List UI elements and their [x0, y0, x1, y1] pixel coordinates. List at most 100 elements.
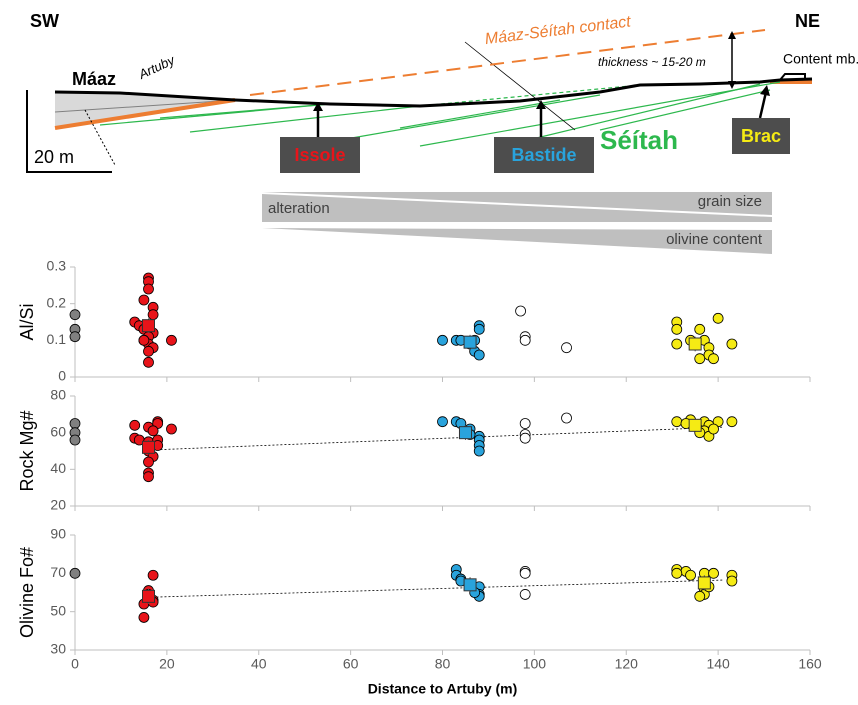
arrow-head — [728, 31, 736, 39]
point — [166, 334, 177, 346]
y-tick-label: 40 — [50, 460, 66, 476]
point — [671, 567, 683, 579]
point — [138, 612, 150, 623]
mean-marker — [458, 426, 472, 440]
alteration-label: alteration — [268, 200, 330, 217]
bastide-label: Bastide — [511, 145, 576, 165]
point — [726, 416, 738, 428]
point — [671, 416, 683, 428]
artuby-label: Artuby — [135, 52, 178, 83]
x-tick-label: 0 — [71, 656, 79, 672]
mean-marker — [688, 337, 702, 351]
mean-marker — [697, 576, 711, 590]
mean-marker — [142, 589, 155, 603]
fault — [464, 41, 576, 131]
y-axis-label: Al/Si — [17, 303, 37, 340]
y-tick-label: 90 — [50, 526, 66, 542]
issole-label: Issole — [294, 145, 345, 165]
point — [561, 342, 572, 354]
arrow-head — [760, 85, 770, 96]
y-tick-label: 50 — [50, 602, 66, 618]
olivine-wedge — [262, 228, 772, 254]
cross-section: SW NE 20 m Máaz Artuby Máaz-Séítah conta… — [26, 11, 858, 254]
content-label: Content mb. — [783, 51, 858, 67]
y-tick-label: 20 — [50, 497, 66, 513]
point — [69, 567, 81, 579]
mean-marker — [142, 319, 155, 333]
brac-box — [732, 118, 790, 154]
x-tick-label: 120 — [615, 656, 639, 672]
point — [143, 471, 154, 483]
point — [69, 434, 81, 446]
point — [437, 334, 448, 346]
mean-marker — [142, 440, 155, 454]
point — [519, 432, 531, 444]
y-tick-label: 0.3 — [47, 258, 67, 274]
ne-label: NE — [795, 11, 820, 31]
maaz-base — [54, 98, 236, 130]
point — [437, 416, 448, 428]
x-tick-label: 20 — [159, 656, 175, 672]
trend-line — [148, 426, 723, 451]
mean-marker — [688, 418, 702, 432]
point — [147, 309, 159, 321]
trend-line — [148, 579, 723, 598]
point — [143, 356, 154, 368]
contact-label: Máaz-Séítah contact — [484, 13, 632, 48]
surface — [54, 77, 813, 108]
point — [671, 323, 683, 335]
point — [143, 283, 154, 295]
point — [473, 323, 485, 335]
point — [473, 445, 485, 457]
point — [138, 294, 150, 306]
brac-label: Brac — [741, 126, 781, 146]
point — [561, 412, 572, 424]
x-tick-label: 60 — [343, 656, 359, 672]
point — [519, 418, 531, 429]
sw-label: SW — [30, 11, 59, 31]
y-tick-label: 30 — [50, 641, 66, 657]
point — [69, 418, 81, 429]
arrow-head — [536, 100, 546, 109]
issole-box — [280, 137, 360, 173]
point — [147, 569, 159, 581]
point — [726, 575, 738, 587]
x-tick-label: 40 — [251, 656, 267, 672]
thickness-label: thickness ~ 15-20 m — [598, 55, 706, 69]
y-tick-label: 60 — [50, 423, 66, 439]
x-tick-label: 160 — [798, 656, 822, 672]
point — [671, 338, 683, 350]
arrow-head — [728, 81, 736, 89]
point — [712, 312, 724, 324]
point — [694, 353, 706, 365]
fault — [84, 109, 116, 166]
point — [708, 423, 719, 435]
point — [143, 345, 154, 357]
mean-marker — [463, 335, 477, 349]
point — [69, 309, 81, 321]
grain-size-label: grain size — [698, 193, 762, 210]
mean-marker — [463, 578, 477, 592]
y-axis-label: Rock Mg# — [17, 410, 37, 491]
x-tick-label: 100 — [523, 656, 547, 672]
y-tick-label: 0.2 — [47, 294, 67, 310]
point — [519, 589, 531, 600]
maaz-unit — [55, 92, 235, 127]
grain-size-wedge — [262, 192, 772, 215]
point — [147, 425, 159, 437]
point — [143, 456, 154, 468]
point — [519, 567, 531, 579]
olivine-content-label: olivine content — [666, 231, 763, 248]
scale-label: 20 m — [34, 147, 74, 167]
point — [726, 338, 738, 350]
y-tick-label: 80 — [50, 387, 66, 403]
y-tick-label: 0 — [58, 368, 66, 384]
point — [694, 323, 706, 335]
alteration-wedge — [262, 194, 772, 222]
x-tick-label: 80 — [435, 656, 451, 672]
maaz-label: Máaz — [72, 69, 116, 89]
arrow-head — [313, 102, 323, 111]
seitah-layers — [99, 81, 781, 147]
point — [69, 331, 81, 343]
